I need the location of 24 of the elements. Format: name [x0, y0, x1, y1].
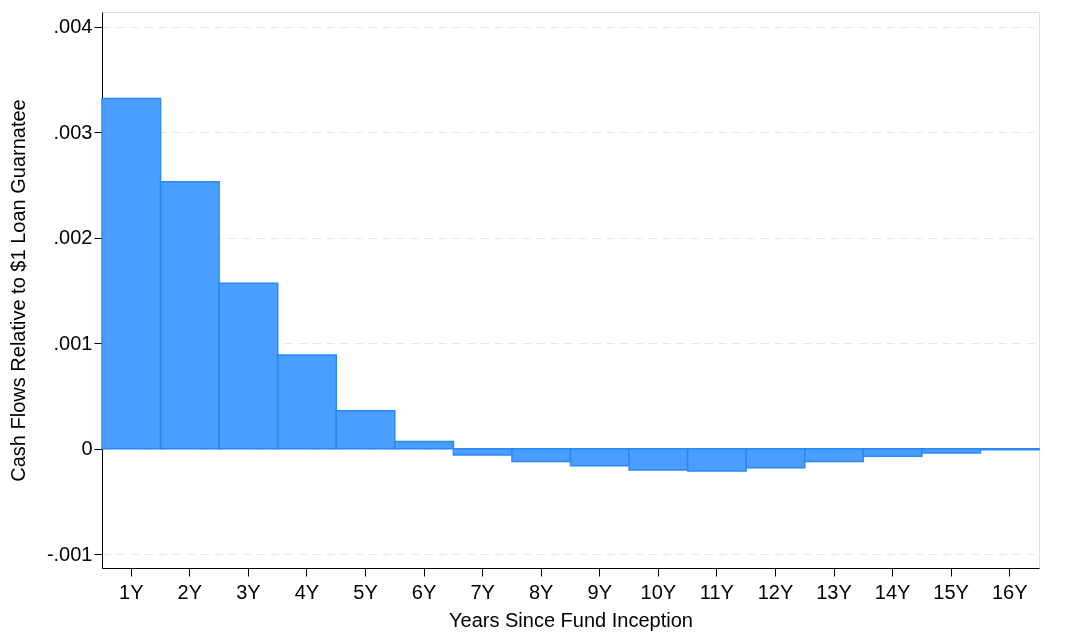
x-tick-label: 4Y: [294, 580, 320, 603]
x-axis-title: Years Since Fund Inception: [449, 608, 693, 631]
x-tick-label: 13Y: [816, 580, 852, 603]
y-tick-label: .003: [53, 120, 93, 143]
x-tick-label: 16Y: [991, 580, 1028, 603]
y-tick-label: 0: [81, 437, 93, 460]
x-tick-label: 5Y: [353, 580, 378, 603]
x-tick-label: 11Y: [699, 580, 734, 603]
x-tick-label: 12Y: [757, 580, 794, 603]
y-axis-title: Cash Flows Relative to $1 Loan Guarnatee: [6, 99, 29, 482]
x-tick-label: 8Y: [528, 580, 554, 603]
y-tick-label: -.001: [46, 542, 93, 565]
x-tick-label: 3Y: [236, 580, 261, 603]
x-tick-label: 2Y: [177, 580, 203, 603]
x-tick-label: 7Y: [470, 580, 495, 603]
y-tick-label: .001: [53, 331, 93, 354]
x-tick-label: 14Y: [874, 580, 911, 603]
y-tick-label: .002: [53, 226, 93, 249]
x-tick-label: 15Y: [933, 580, 969, 603]
x-tick-label: 9Y: [587, 580, 613, 603]
x-tick-label: 10Y: [640, 580, 677, 603]
x-tick-label: 1Y: [119, 580, 144, 603]
y-tick-label: .004: [53, 15, 93, 38]
x-tick-label: 6Y: [411, 580, 437, 603]
